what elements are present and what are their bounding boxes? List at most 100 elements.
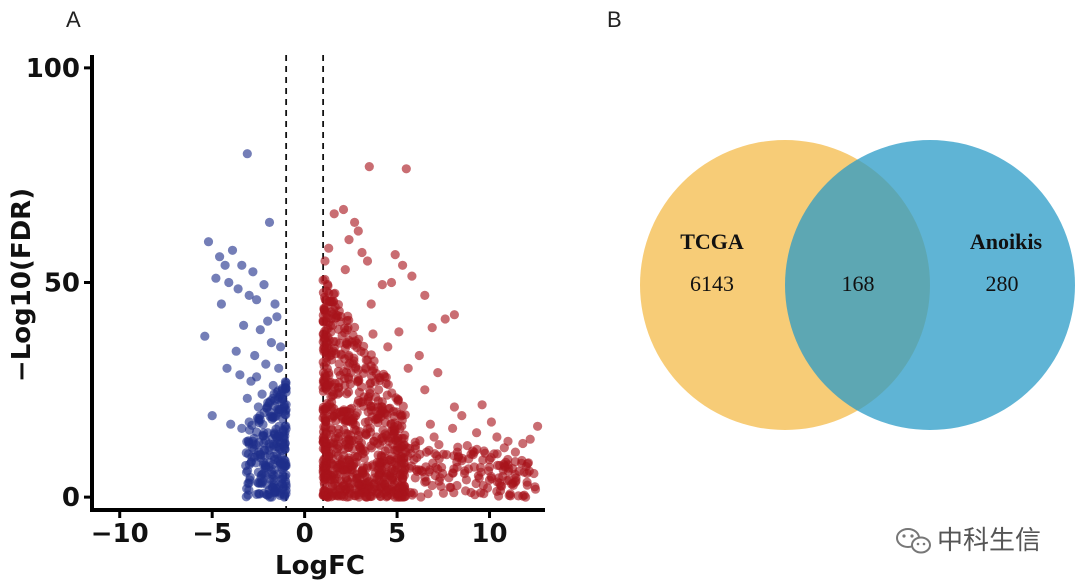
data-point-up-bulk bbox=[374, 470, 384, 481]
data-point-up-bulk bbox=[423, 489, 433, 499]
data-point-up-bulk bbox=[331, 416, 341, 426]
data-point-up bbox=[486, 417, 496, 427]
data-point-up bbox=[357, 247, 367, 258]
data-point-up-bulk bbox=[365, 385, 375, 395]
data-point-up bbox=[523, 458, 534, 468]
data-point-up bbox=[420, 290, 430, 300]
y-tick-label: 100 bbox=[26, 54, 80, 84]
data-point-up bbox=[329, 209, 339, 219]
data-point-down bbox=[248, 436, 258, 446]
data-point-up-bulk bbox=[373, 396, 383, 406]
data-point-up-bulk bbox=[322, 309, 332, 319]
data-point-down bbox=[215, 252, 225, 262]
data-point-up-bulk bbox=[401, 447, 411, 457]
data-point-up-bulk bbox=[359, 453, 369, 463]
data-point-down bbox=[222, 363, 232, 373]
data-point-up bbox=[366, 299, 376, 309]
data-point-up bbox=[377, 280, 387, 290]
data-point-down-bulk bbox=[245, 475, 255, 485]
data-point-down bbox=[277, 479, 287, 489]
data-point-down-bulk bbox=[253, 467, 263, 477]
data-point-down bbox=[259, 280, 269, 290]
data-point-up bbox=[388, 406, 398, 416]
data-point-down bbox=[263, 428, 273, 438]
data-point-up-bulk bbox=[356, 346, 366, 356]
data-point-up bbox=[433, 368, 443, 378]
data-point-down bbox=[264, 217, 275, 227]
data-point-up-bulk bbox=[329, 403, 339, 414]
panel-label-a: A bbox=[66, 7, 81, 32]
panel-label-b: B bbox=[607, 7, 622, 32]
data-point-up-bulk bbox=[459, 468, 470, 479]
data-point-up bbox=[324, 243, 334, 253]
data-point-up-bulk bbox=[382, 390, 392, 400]
data-point-down bbox=[220, 260, 230, 270]
venn-set-label-anoikis: Anoikis bbox=[970, 229, 1043, 254]
data-point-down bbox=[224, 277, 234, 288]
data-point-up-bulk bbox=[471, 478, 481, 489]
data-point-up bbox=[449, 402, 459, 412]
data-point-up-bulk bbox=[487, 473, 497, 484]
data-point-up-bulk bbox=[453, 442, 463, 452]
data-point-down bbox=[255, 415, 265, 425]
data-point-up bbox=[383, 342, 393, 352]
data-point-up-bulk bbox=[376, 479, 386, 489]
data-point-up-bulk bbox=[326, 492, 336, 502]
data-point-up-bulk bbox=[358, 468, 368, 478]
data-point-up-bulk bbox=[492, 486, 502, 496]
data-point-up bbox=[411, 441, 421, 451]
data-point-up bbox=[364, 162, 374, 172]
data-point-down bbox=[261, 359, 271, 369]
data-point-up bbox=[510, 447, 520, 457]
data-point-up-bulk bbox=[318, 316, 328, 326]
data-point-up-bulk bbox=[350, 336, 360, 346]
venn-count-anoikis: 280 bbox=[986, 271, 1019, 296]
data-point-up-bulk bbox=[355, 427, 365, 437]
data-point-up-bulk bbox=[397, 490, 407, 500]
data-point-up-bulk bbox=[479, 446, 489, 456]
data-point-up-bulk bbox=[345, 404, 355, 414]
data-point-up bbox=[374, 385, 384, 395]
wechat-icon bbox=[896, 528, 931, 554]
data-point-down bbox=[252, 372, 262, 382]
data-point-up-bulk bbox=[328, 454, 338, 464]
data-point-up-bulk bbox=[373, 413, 383, 423]
data-point-up bbox=[477, 400, 487, 410]
data-point-up-bulk bbox=[392, 433, 402, 443]
data-point-up-bulk bbox=[445, 482, 455, 492]
data-point-up-bulk bbox=[321, 406, 331, 416]
data-point-up-bulk bbox=[333, 433, 343, 443]
data-point-up-bulk bbox=[336, 491, 346, 501]
data-point-up-bulk bbox=[335, 338, 345, 348]
data-point-up bbox=[529, 468, 539, 479]
data-point-down bbox=[242, 149, 252, 159]
data-point-up-bulk bbox=[415, 449, 425, 459]
data-point-up bbox=[348, 415, 358, 425]
data-point-up bbox=[401, 164, 411, 174]
x-tick-label: 0 bbox=[296, 519, 314, 549]
data-point-down bbox=[203, 237, 214, 247]
data-point-up bbox=[340, 265, 350, 275]
data-point-up bbox=[525, 434, 535, 444]
data-point-down-bulk bbox=[244, 485, 254, 495]
data-point-up-bulk bbox=[322, 399, 332, 409]
data-point-up-bulk bbox=[321, 357, 331, 367]
data-point-down bbox=[237, 260, 247, 270]
data-point-up bbox=[440, 314, 450, 324]
data-point-down-bulk bbox=[272, 442, 282, 452]
x-tick-label: 5 bbox=[388, 519, 406, 549]
data-point-up-bulk bbox=[469, 462, 479, 472]
data-point-up-bulk bbox=[360, 417, 370, 427]
data-point-up-bulk bbox=[319, 333, 329, 343]
data-point-up bbox=[320, 256, 330, 266]
data-point-up-bulk bbox=[342, 389, 352, 399]
data-point-up-bulk bbox=[347, 443, 357, 454]
data-point-up bbox=[338, 204, 349, 215]
data-point-up bbox=[325, 320, 336, 330]
data-point-up-bulk bbox=[478, 481, 488, 491]
data-point-up-bulk bbox=[331, 348, 341, 359]
data-point-up-bulk bbox=[380, 417, 390, 427]
data-point-down bbox=[270, 299, 280, 309]
data-point-up bbox=[484, 462, 495, 472]
